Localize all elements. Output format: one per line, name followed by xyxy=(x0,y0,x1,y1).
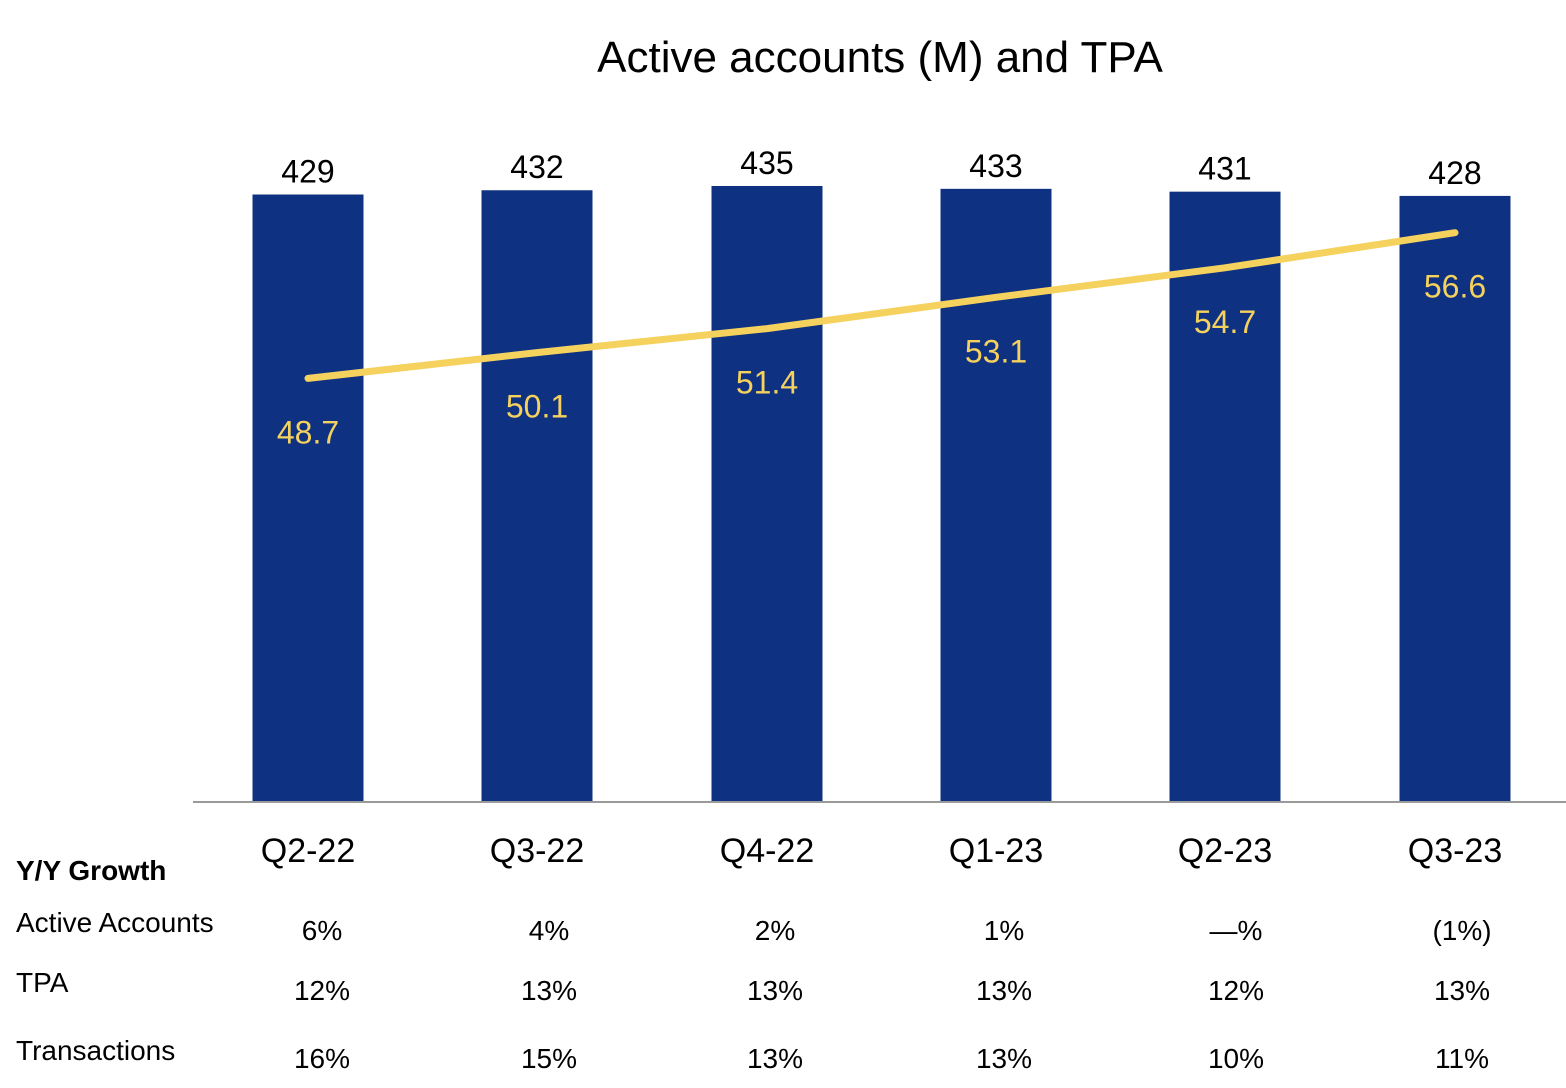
growth-cell: 2% xyxy=(755,915,795,946)
bar-value-label: 431 xyxy=(1198,151,1251,187)
growth-cell: 6% xyxy=(302,915,342,946)
growth-cell: —% xyxy=(1210,915,1263,946)
category-labels: Q2-22 Q3-22 Q4-22 Q1-23 Q2-23 Q3-23 xyxy=(261,832,1503,870)
tpa-value-labels: 48.7 50.1 51.4 53.1 54.7 56.6 xyxy=(277,269,1486,451)
bar-series xyxy=(252,186,1511,803)
bar-value-label: 428 xyxy=(1428,155,1481,191)
chart-title: Active accounts (M) and TPA xyxy=(597,33,1163,82)
category-label: Q4-22 xyxy=(720,832,815,870)
bar-value-label: 432 xyxy=(510,149,563,185)
category-label: Q3-23 xyxy=(1408,832,1503,870)
category-label: Q2-22 xyxy=(261,832,356,870)
tpa-value-label: 54.7 xyxy=(1194,304,1256,340)
tpa-value-label: 56.6 xyxy=(1424,269,1486,305)
growth-cell: 13% xyxy=(747,1043,803,1074)
growth-cell: 12% xyxy=(294,975,350,1006)
tpa-value-label: 50.1 xyxy=(506,389,568,425)
growth-cell: 13% xyxy=(976,1043,1032,1074)
growth-cell: 13% xyxy=(521,975,577,1006)
growth-table: Y/Y Growth Active Accounts 6% 4% 2% 1% —% (1%)… xyxy=(16,855,1492,1074)
bar-value-labels: 429 432 435 433 431 428 xyxy=(281,145,1481,191)
growth-cell: 15% xyxy=(521,1043,577,1074)
growth-cell: 16% xyxy=(294,1043,350,1074)
growth-cell: (1%) xyxy=(1432,915,1491,946)
bar-value-label: 429 xyxy=(281,153,334,189)
category-label: Q2-23 xyxy=(1178,832,1273,870)
category-label: Q1-23 xyxy=(949,832,1044,870)
growth-table-heading: Y/Y Growth xyxy=(16,855,166,886)
bar-value-label: 433 xyxy=(969,148,1022,184)
bar-q4-22 xyxy=(711,186,823,802)
tpa-line xyxy=(304,229,1459,382)
growth-row-label: TPA xyxy=(16,967,69,998)
growth-cell: 13% xyxy=(976,975,1032,1006)
growth-cell: 10% xyxy=(1208,1043,1264,1074)
growth-cell: 1% xyxy=(984,915,1024,946)
growth-row-label: Transactions xyxy=(16,1035,175,1066)
tpa-value-label: 53.1 xyxy=(965,333,1027,369)
tpa-value-label: 51.4 xyxy=(736,365,798,401)
bar-q2-22 xyxy=(252,194,364,802)
bar-value-label: 435 xyxy=(740,145,793,181)
category-label: Q3-22 xyxy=(490,832,585,870)
growth-row-label: Active Accounts xyxy=(16,907,214,938)
bar-q2-23 xyxy=(1169,191,1281,802)
growth-cell: 4% xyxy=(529,915,569,946)
growth-cell: 12% xyxy=(1208,975,1264,1006)
bar-q3-22 xyxy=(481,190,593,802)
tpa-line-series xyxy=(304,229,1459,382)
bar-q1-23 xyxy=(940,188,1052,803)
growth-cell: 13% xyxy=(1434,975,1490,1006)
tpa-value-label: 48.7 xyxy=(277,414,339,450)
bar-q3-23 xyxy=(1399,195,1511,802)
growth-cell: 11% xyxy=(1435,1043,1489,1074)
growth-cell: 13% xyxy=(747,975,803,1006)
